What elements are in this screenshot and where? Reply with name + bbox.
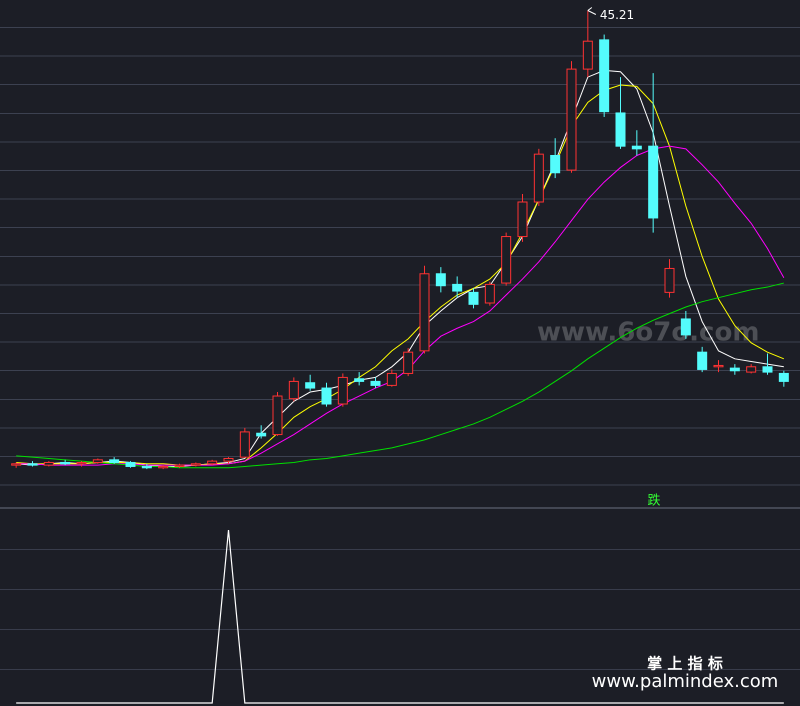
candle-body <box>729 367 740 372</box>
candle-body <box>141 465 152 469</box>
candle-body <box>664 267 675 293</box>
candle-body <box>43 461 54 466</box>
candle-body <box>778 372 789 382</box>
candle-body <box>337 376 348 405</box>
candle-body <box>533 153 544 203</box>
candle-body <box>517 201 528 238</box>
candle-body <box>468 291 479 305</box>
candle-body <box>697 351 708 370</box>
candle-body <box>615 112 626 147</box>
candle-body <box>190 463 201 466</box>
site-url: www.palmindex.com <box>592 671 779 692</box>
candle-body <box>223 457 234 462</box>
candle-body <box>305 382 316 389</box>
candle-body <box>158 465 169 469</box>
candle-body <box>566 68 577 171</box>
candle-body <box>386 372 397 386</box>
candle-body <box>501 236 512 284</box>
candle-body <box>582 40 593 70</box>
candle-body <box>272 395 283 436</box>
candle-body <box>60 461 71 465</box>
candle-body <box>550 154 561 174</box>
candle-body <box>452 283 463 292</box>
candle-body <box>174 464 185 467</box>
candle-body <box>288 380 299 400</box>
candle-body <box>109 459 120 463</box>
candle-body <box>92 459 103 463</box>
candle-body <box>599 39 610 113</box>
candle-body <box>648 145 659 219</box>
candle-body <box>27 463 38 466</box>
candle-body <box>76 461 87 465</box>
watermark: www.6o7o.com <box>537 318 759 348</box>
lower-grid <box>0 510 800 700</box>
moving-average <box>16 145 785 466</box>
candle-body <box>680 318 691 336</box>
candle-body <box>354 378 365 382</box>
candle-body <box>762 366 773 373</box>
indicator-line <box>16 529 784 704</box>
candle-body <box>435 273 446 287</box>
candle-body <box>484 283 495 304</box>
moving-average <box>16 84 785 466</box>
candle-body <box>713 364 724 368</box>
candle-body <box>631 145 642 150</box>
candle-body <box>403 351 414 374</box>
candle-body <box>370 380 381 386</box>
max-label: 45.21 <box>600 8 634 22</box>
candle-body <box>321 387 332 405</box>
candle-body <box>419 273 430 352</box>
candle-body <box>125 461 136 467</box>
candle-body <box>239 431 250 458</box>
candle-body <box>746 366 757 373</box>
candle-body <box>11 463 22 466</box>
signal-label: 跌 <box>647 493 660 509</box>
brand: 掌 上 指 标 <box>647 655 723 673</box>
candle-body <box>256 432 267 437</box>
candle-body <box>207 460 218 465</box>
main-grid <box>0 0 800 505</box>
max-pointer <box>587 7 597 15</box>
